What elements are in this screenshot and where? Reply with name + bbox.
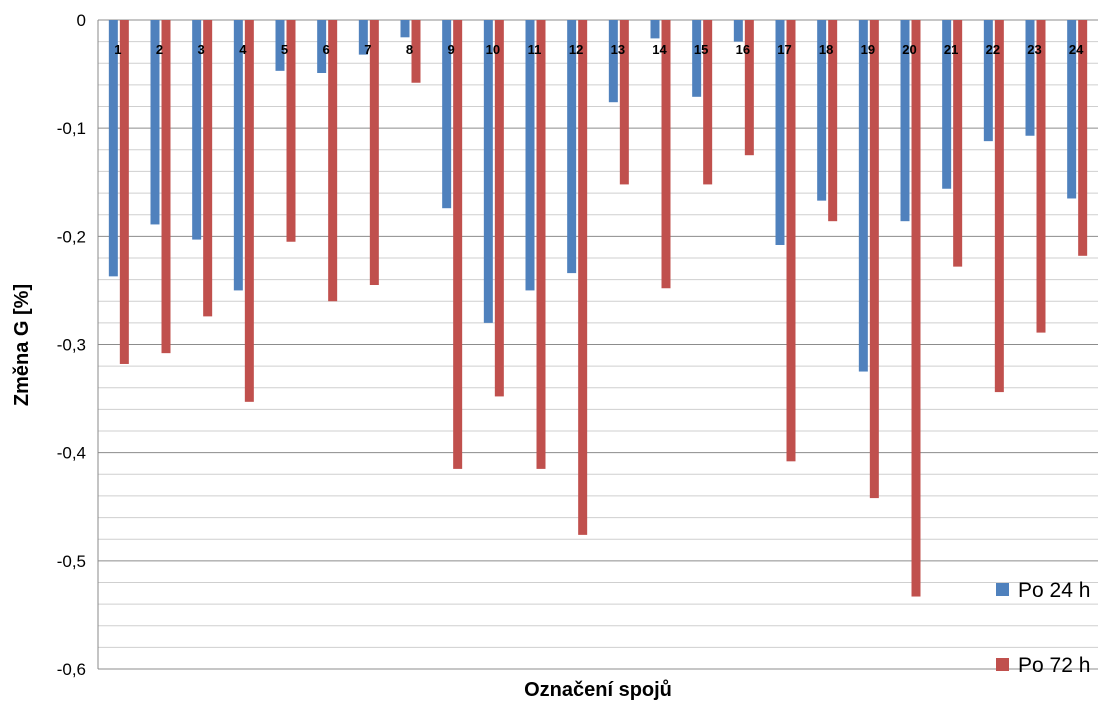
bar-po-24h-19 [858,20,868,372]
category-label: 17 [777,42,791,57]
bar-po-24h-24 [1067,20,1077,199]
bar-po-24h-8 [400,20,410,38]
category-label: 16 [736,42,750,57]
bar-po-72h-15 [703,20,713,185]
bar-po-72h-9 [453,20,463,469]
legend-swatch-po-72h [996,658,1009,671]
bar-po-24h-7 [358,20,368,55]
category-label: 5 [281,42,288,57]
bar-po-72h-20 [911,20,921,597]
y-tick-label: -0,5 [57,552,86,571]
bar-po-24h-17 [775,20,785,245]
bar-po-24h-13 [608,20,618,103]
category-labels: 1 2 3 4 5 6 7 8 9 10 11 12 13 14 15 16 17 18 19 20 21 22 23 24 [114,42,1084,57]
y-axis-title: Změna G [%] [11,284,33,406]
y-tick-label: -0,3 [57,336,86,355]
bar-po-24h-14 [650,20,660,39]
category-label: 7 [364,42,371,57]
bar-po-24h-20 [900,20,910,222]
bar-po-72h-16 [744,20,754,156]
bar-po-72h-24 [1078,20,1088,256]
y-tick-label: -0,1 [57,119,86,138]
bar-po-24h-12 [567,20,577,274]
bar-po-24h-15 [692,20,702,97]
legend-label-po-72h: Po 72 h [1018,654,1090,677]
bar-po-72h-5 [286,20,296,242]
category-label: 12 [569,42,583,57]
category-label: 18 [819,42,833,57]
bar-po-72h-1 [119,20,129,364]
y-tick-label: -0,4 [57,444,86,463]
bar-po-24h-9 [442,20,452,209]
category-label: 23 [1027,42,1041,57]
bar-po-24h-10 [483,20,493,323]
legend-swatch-po-24h [996,583,1009,596]
category-label: 13 [611,42,625,57]
bar-po-24h-11 [525,20,535,291]
category-label: 20 [902,42,916,57]
legend: Po 24 h Po 72 h [996,579,1090,677]
category-label: 2 [156,42,163,57]
category-label: 19 [861,42,875,57]
bar-po-24h-18 [817,20,827,201]
bar-po-72h-18 [828,20,838,222]
bar-po-24h-23 [1025,20,1035,136]
bar-po-72h-22 [994,20,1004,393]
bar-po-24h-2 [150,20,160,225]
bar-po-24h-21 [942,20,952,189]
category-label: 3 [198,42,205,57]
bar-po-72h-23 [1036,20,1046,333]
y-tick-label: -0,6 [57,660,86,679]
bar-po-72h-10 [494,20,504,397]
bar-po-72h-6 [328,20,338,302]
bars [108,20,1088,597]
bar-po-72h-3 [203,20,213,317]
bar-po-24h-4 [233,20,243,291]
bar-po-24h-6 [317,20,327,74]
category-label: 4 [239,42,247,57]
bar-po-72h-11 [536,20,546,469]
y-tick-label: 0 [77,11,86,30]
grid-lines [98,19,1098,670]
bar-po-72h-2 [161,20,171,354]
bar-po-72h-21 [953,20,963,267]
bar-po-72h-12 [578,20,588,535]
bar-po-24h-5 [275,20,285,71]
category-label: 9 [448,42,455,57]
category-label: 8 [406,42,413,57]
bar-po-72h-13 [619,20,629,185]
category-label: 10 [486,42,500,57]
bar-po-72h-7 [369,20,379,286]
category-label: 21 [944,42,958,57]
bar-po-72h-14 [661,20,671,289]
bar-po-72h-8 [411,20,421,83]
bar-po-24h-3 [192,20,202,240]
bar-po-24h-16 [733,20,743,42]
legend-label-po-24h: Po 24 h [1018,579,1090,602]
bar-po-24h-1 [108,20,118,277]
bar-po-72h-19 [869,20,879,499]
y-tick-labels: 0 -0,1 -0,2 -0,3 -0,4 -0,5 -0,6 [57,11,86,679]
category-label: 14 [652,42,667,57]
category-label: 1 [114,42,121,57]
category-label: 15 [694,42,708,57]
bar-po-72h-17 [786,20,796,462]
category-label: 6 [323,42,330,57]
category-label: 24 [1069,42,1084,57]
y-tick-label: -0,2 [57,227,86,246]
x-axis-title: Označení spojů [524,679,672,701]
bar-po-24h-22 [983,20,993,142]
bar-po-72h-4 [244,20,254,402]
category-label: 22 [986,42,1000,57]
category-label: 11 [528,42,542,57]
